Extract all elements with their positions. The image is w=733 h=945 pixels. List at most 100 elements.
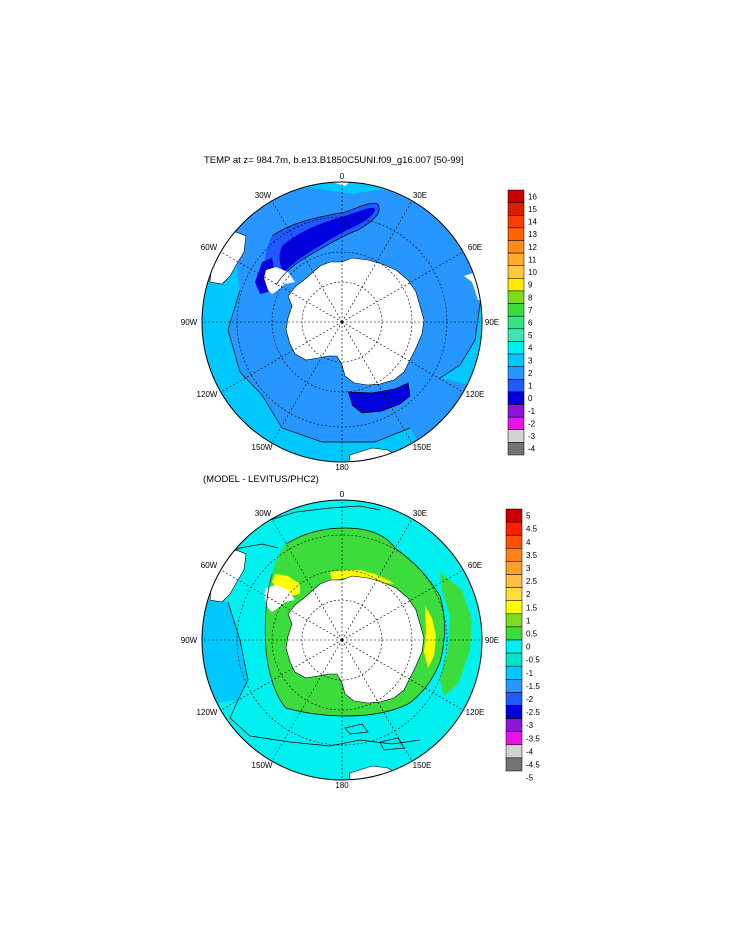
colorbar-tick-label: 15 <box>528 205 537 214</box>
panel1-coldest-weddell <box>279 207 375 272</box>
colorbar-tick-label: -2 <box>528 419 536 428</box>
panel2-lon-label: 150E <box>413 761 432 770</box>
colorbar-swatch <box>505 600 523 615</box>
colorbar-swatch <box>505 665 523 680</box>
colorbar-swatch <box>505 521 523 536</box>
colorbar-swatch <box>505 508 523 523</box>
colorbar-swatch <box>505 561 523 575</box>
panel2-coastline <box>285 575 425 704</box>
colorbar-swatch <box>505 574 523 588</box>
colorbar-tick-label: 2 <box>526 590 531 599</box>
panel2-contour-line-6 <box>379 737 405 751</box>
colorbar-tick-label: 11 <box>528 255 537 264</box>
panel2-meridian-240 <box>220 639 343 711</box>
colorbar-swatch <box>507 353 525 367</box>
panel2-lon-label: 90E <box>485 636 499 645</box>
colorbar-tick-label: 9 <box>528 281 533 290</box>
panel1-contour-line-2 <box>227 289 411 443</box>
colorbar-tick-label: -4.5 <box>526 760 540 769</box>
colorbar-swatch <box>507 442 525 456</box>
panel1-lon-label: 150W <box>252 443 273 452</box>
colorbar-swatch <box>507 391 525 405</box>
panel2-peninsula-land <box>264 585 295 612</box>
panel2-contour-line-2 <box>227 601 421 747</box>
panel2-meridian-60 <box>341 569 464 641</box>
colorbar-swatch <box>507 379 525 393</box>
colorbar-tick-label: 1 <box>526 616 531 625</box>
colorbar-tick-label: 13 <box>528 230 537 239</box>
colorbar-tick-label: 10 <box>528 268 537 277</box>
panel2-contour-line-5 <box>344 723 369 735</box>
panel2-contour-line-3 <box>269 505 381 521</box>
panel1-lon-label: 0 <box>340 172 345 181</box>
colorbar-swatch <box>507 290 525 304</box>
panel2-meridian-210 <box>271 639 343 762</box>
panel1-graticule <box>202 182 482 462</box>
colorbar-swatch <box>505 757 523 772</box>
panel1-meridian-210 <box>271 321 343 444</box>
panel2-graticule <box>202 500 482 780</box>
panel2-hot-spot-east <box>424 606 436 668</box>
colorbar-tick-label: 3 <box>526 564 531 573</box>
colorbar-swatch <box>507 429 525 443</box>
colorbar-swatch <box>507 341 525 355</box>
panel1-lon-label: 60W <box>201 243 218 252</box>
panel1-title: TEMP at z= 984.7m, b.e13.B1850C5UNI.f09_… <box>204 155 464 166</box>
colorbar-swatch <box>507 328 525 342</box>
colorbar-tick-label: 12 <box>528 243 537 252</box>
colorbar-tick-label: -2 <box>526 695 534 704</box>
panel1-lon-label: 150E <box>413 443 432 452</box>
panel2-antarctica-land <box>286 576 424 703</box>
colorbar-tick-label: 0 <box>528 394 533 403</box>
colorbar-tick-label: 4 <box>528 344 533 353</box>
panel1-lon-label: 60E <box>468 243 482 252</box>
colorbar-tick-label: -1 <box>528 407 536 416</box>
colorbar-tick-label: 5 <box>526 512 531 521</box>
panel2-meridian-120 <box>341 639 464 711</box>
colorbar-swatch <box>507 214 525 229</box>
colorbar-swatch <box>505 652 523 667</box>
colorbar-tick-label: -4 <box>528 445 536 454</box>
panel2-lon-label: 30W <box>255 509 272 518</box>
colorbar-swatch <box>507 189 525 203</box>
panel2-meridian-330 <box>271 518 343 641</box>
panel2-colorbar: 5 4.5 4 3.5 3 2.5 2 1.5 1 0.5 0 -0.5 -1 -1.5 -2 -2.5 -3 -… <box>505 508 540 783</box>
panel2-title: (MODEL - LEVITUS/PHC2) <box>203 474 319 485</box>
panel2-meridian-150 <box>341 639 413 762</box>
colorbar-swatch <box>507 366 525 380</box>
panel1-meridian-30 <box>341 200 413 323</box>
colorbar-swatch <box>507 227 525 241</box>
colorbar-tick-label: 8 <box>528 293 533 302</box>
panel1-lon-label: 30W <box>255 191 272 200</box>
panel2-meridian-300 <box>220 569 343 641</box>
panel2-warm-strip-east <box>440 572 472 696</box>
panel1-lon-label: 120W <box>197 390 218 399</box>
colorbar-swatch <box>507 303 525 317</box>
panel1-contour-line-4 <box>347 382 411 414</box>
colorbar-swatch <box>505 744 523 759</box>
colorbar-tick-label: 3.5 <box>526 551 538 560</box>
colorbar-tick-label: -3 <box>526 721 534 730</box>
colorbar-tick-label: 14 <box>528 218 537 227</box>
panel1-meridian-60 <box>341 251 464 323</box>
colorbar-tick-label: -2.5 <box>526 708 540 717</box>
colorbar-swatch <box>505 718 523 732</box>
panel1-meridian-150 <box>341 321 413 444</box>
panel2-lon-label: 180 <box>335 781 349 790</box>
colorbar-tick-label: -3.5 <box>526 734 540 743</box>
panel1-lon-label: 120E <box>466 390 485 399</box>
panel2-meridian-30 <box>341 518 413 641</box>
colorbar-swatch <box>505 679 523 693</box>
colorbar-swatch <box>507 240 525 254</box>
colorbar-swatch <box>507 202 525 216</box>
panel1-longitude-labels: 0 30E 60E 90E 120E 150E 180 150W 120W 90… <box>181 172 499 472</box>
panel2-lon-label: 0 <box>340 490 345 499</box>
panel1-meridian-120 <box>341 321 464 393</box>
colorbar-swatch <box>505 705 523 719</box>
panel2-longitude-labels: 0 30E 60E 90E 120E 150E 180 150W 120W 90… <box>181 490 499 790</box>
panel2-map-border <box>201 499 483 781</box>
panel2-lon-label: 120E <box>466 708 485 717</box>
panel1-antarctica-land <box>286 258 424 385</box>
colorbar-swatch <box>505 548 523 562</box>
